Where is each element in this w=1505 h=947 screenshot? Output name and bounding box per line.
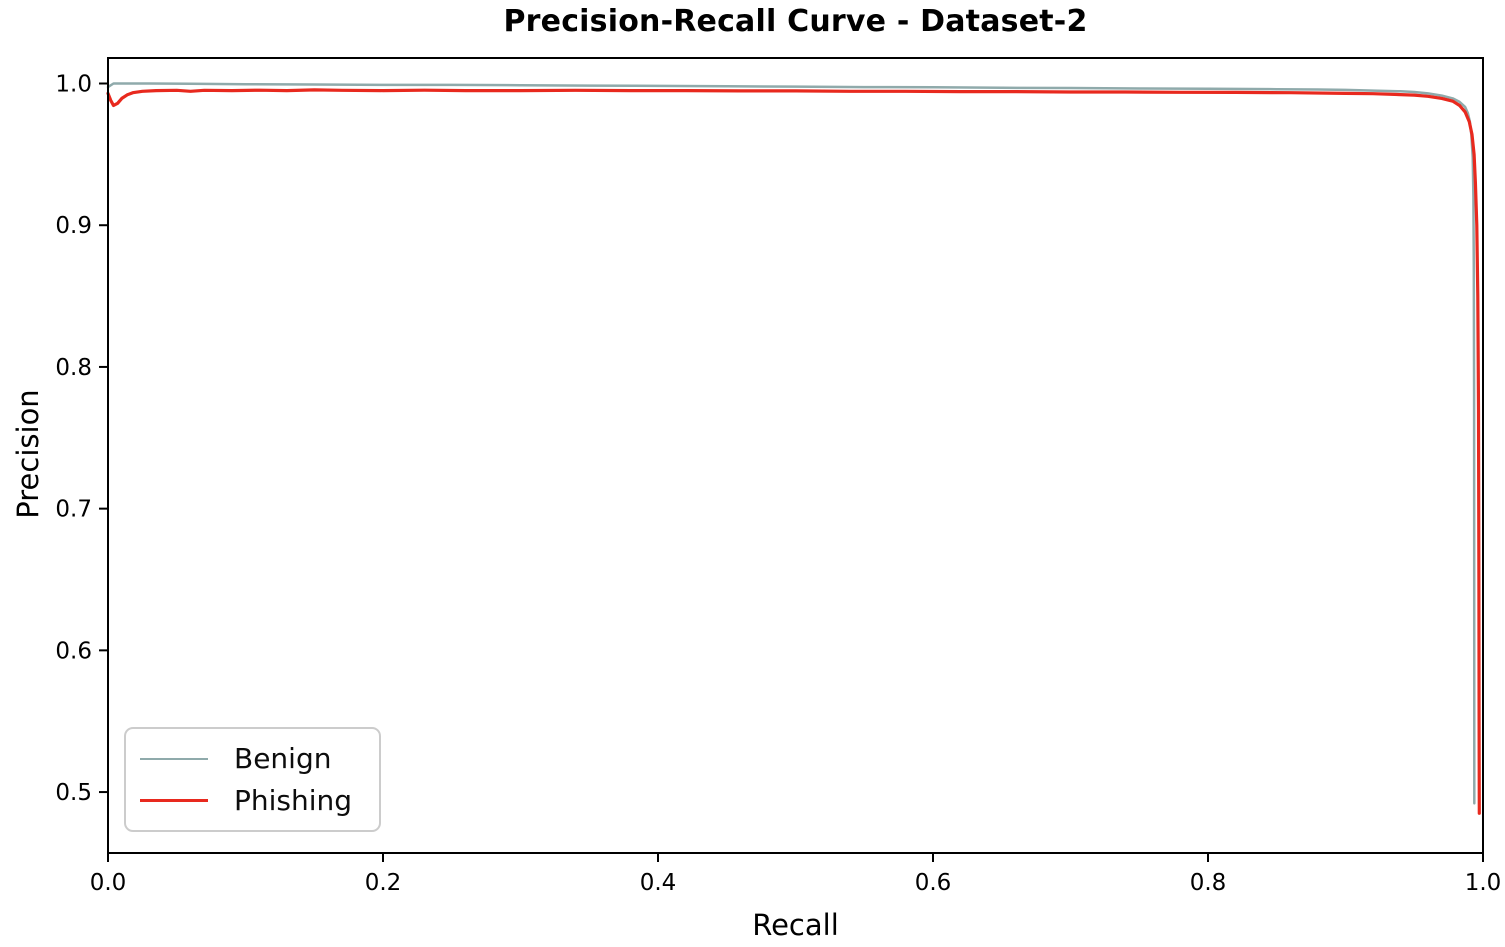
legend-entry-benign: Benign xyxy=(140,741,379,775)
legend-entry-phishing: Phishing xyxy=(140,783,379,817)
y-tick-label: 0.5 xyxy=(55,780,92,806)
phishing-line-swatch-icon xyxy=(140,799,208,802)
x-tick-label: 0.4 xyxy=(640,870,677,896)
legend: Benign Phishing xyxy=(124,727,381,832)
x-tick-label: 0.2 xyxy=(365,870,402,896)
series-line-phishing xyxy=(106,88,1481,815)
legend-label-benign: Benign xyxy=(234,741,332,775)
legend-label-phishing: Phishing xyxy=(234,783,353,817)
x-tick-label: 1.0 xyxy=(1465,870,1502,896)
y-tick-label: 1.0 xyxy=(55,72,92,98)
chart-title: Precision-Recall Curve - Dataset-2 xyxy=(503,4,1088,39)
x-axis-label: Recall xyxy=(752,908,839,942)
y-tick-label: 0.8 xyxy=(55,355,92,381)
x-tick-label: 0.8 xyxy=(1190,870,1227,896)
x-tick-label: 0.6 xyxy=(915,870,952,896)
axes-spines xyxy=(107,57,1484,854)
benign-line-swatch-icon xyxy=(140,757,208,760)
y-tick-label: 0.6 xyxy=(55,638,92,664)
y-tick-label: 0.7 xyxy=(55,497,92,523)
y-tick-label: 0.9 xyxy=(55,213,92,239)
x-tick-label: 0.0 xyxy=(90,870,127,896)
series-line-benign xyxy=(106,82,1476,805)
